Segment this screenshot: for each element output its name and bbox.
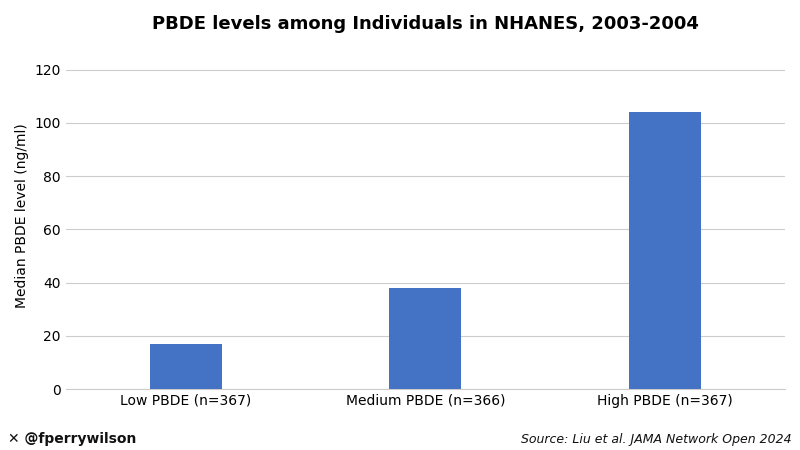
Y-axis label: Median PBDE level (ng/ml): Median PBDE level (ng/ml) (15, 124, 29, 308)
Text: ✕ @fperrywilson: ✕ @fperrywilson (8, 432, 136, 446)
Title: PBDE levels among Individuals in NHANES, 2003-2004: PBDE levels among Individuals in NHANES,… (152, 15, 699, 33)
Text: Source: Liu et al. JAMA Network Open 2024: Source: Liu et al. JAMA Network Open 202… (522, 432, 792, 446)
Bar (390, 288, 462, 389)
Bar (150, 344, 222, 389)
Bar (629, 112, 701, 389)
